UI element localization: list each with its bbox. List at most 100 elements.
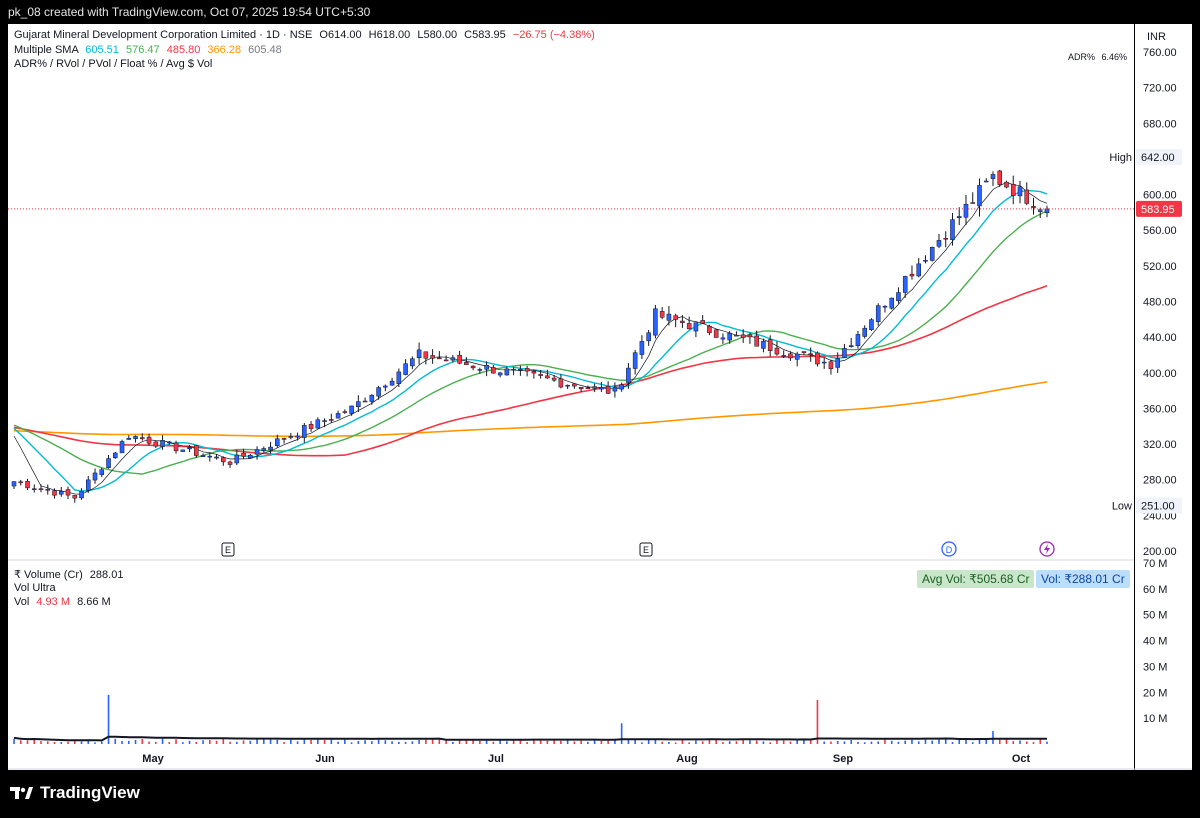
- volume-bar: [175, 739, 177, 744]
- candle-body: [869, 319, 874, 330]
- symbol-legend: Gujarat Mineral Development Corporation …: [14, 29, 595, 41]
- sma-5-line: [13, 182, 1048, 495]
- volume-bar: [938, 738, 940, 744]
- volume-bar: [168, 742, 171, 744]
- volume-bar: [317, 738, 319, 744]
- volume-bar: [357, 741, 360, 744]
- month-label: Jul: [488, 753, 504, 765]
- volume-bar: [931, 740, 934, 744]
- volume-bar: [681, 739, 684, 744]
- candle-body: [909, 273, 915, 277]
- price-tick-label: 440.00: [1143, 332, 1177, 344]
- sma-value: 366.28: [207, 44, 242, 56]
- vol-legend[interactable]: Vol 4.93 M 8.66 M: [14, 596, 111, 608]
- candle-body: [335, 413, 341, 419]
- candle-body: [1037, 209, 1043, 212]
- candle-body: [1004, 181, 1009, 188]
- candle-body: [153, 441, 159, 447]
- candle-body: [477, 369, 483, 371]
- candle-body: [389, 380, 395, 386]
- candle-body: [470, 365, 476, 369]
- candle-body: [538, 374, 543, 376]
- volume-bar: [431, 739, 434, 744]
- volume-legend[interactable]: ₹ Volume (Cr) 288.01: [14, 568, 123, 581]
- price-tick-label: 600.00: [1143, 190, 1177, 202]
- volume-bar: [789, 741, 792, 744]
- volume-bar: [26, 740, 29, 744]
- ohlc-change: −26.75 (−4.38%): [512, 29, 595, 41]
- volume-bar: [13, 738, 15, 744]
- low-price-value: 251.00: [1141, 501, 1175, 513]
- candle-body: [376, 387, 381, 397]
- adr-value: 6.46%: [1101, 52, 1128, 62]
- candle-body: [923, 260, 928, 262]
- candle-body: [160, 440, 165, 447]
- volume-bar: [127, 740, 130, 744]
- candle-body: [167, 441, 172, 444]
- candle-body: [693, 322, 699, 332]
- volume-bar: [80, 741, 83, 744]
- candle-body: [882, 305, 888, 308]
- candle-body: [605, 386, 611, 394]
- volume-bar: [749, 740, 751, 744]
- volume-bar: [627, 739, 630, 744]
- volume-bar: [580, 740, 582, 744]
- volume-bar: [229, 741, 231, 744]
- candle-body: [747, 334, 753, 338]
- candle-body: [929, 246, 935, 261]
- volume-bar: [141, 739, 144, 744]
- currency-label[interactable]: INR: [1147, 31, 1166, 43]
- volume-bar: [310, 739, 312, 744]
- volume-bar: [121, 741, 123, 744]
- volume-bar: [904, 740, 907, 744]
- candle-body: [11, 481, 17, 487]
- vol-ultra-legend[interactable]: Vol Ultra: [14, 582, 56, 594]
- volume-bar: [249, 740, 252, 744]
- volume-bar: [60, 741, 63, 744]
- chart-frame: [8, 24, 1134, 770]
- candle-body: [261, 448, 267, 451]
- candle-body: [565, 384, 570, 387]
- volume-bar: [600, 740, 603, 744]
- volume-bar: [479, 740, 481, 744]
- brand-name: TradingView: [40, 783, 140, 802]
- volume-bar: [384, 740, 387, 744]
- price-tick-label: 280.00: [1143, 475, 1177, 487]
- candle-body: [396, 371, 402, 384]
- volume-tick-label: 50 M: [1143, 610, 1167, 622]
- candle-body: [200, 455, 206, 457]
- price-tick-label: 680.00: [1143, 118, 1177, 130]
- volume-bar: [53, 741, 56, 744]
- volume-bar: [641, 742, 643, 744]
- volume-bar: [816, 700, 819, 744]
- volume-bar: [458, 739, 461, 744]
- sma-legend[interactable]: Multiple SMA 605.51 576.47 485.80 366.28…: [14, 44, 282, 56]
- candle-body: [707, 325, 712, 334]
- volume-bar: [762, 741, 765, 744]
- tradingview-logo[interactable]: TradingView: [10, 783, 140, 803]
- candle-body: [1044, 208, 1050, 214]
- volume-bar: [154, 741, 157, 744]
- sma-200-line: [13, 381, 1048, 438]
- candle-body: [612, 387, 618, 392]
- candle-body: [362, 400, 368, 403]
- volume-bar: [803, 739, 805, 744]
- volume-bar: [195, 742, 198, 744]
- volume-bar: [695, 740, 697, 744]
- candle-body: [713, 329, 719, 338]
- volume-bar: [107, 694, 110, 744]
- volume-bar: [944, 738, 947, 744]
- candle-body: [680, 320, 685, 324]
- volume-bar: [330, 738, 333, 744]
- volume-bar: [884, 738, 886, 744]
- indicator-legend[interactable]: ADR% / RVol / PVol / Float % / Avg $ Vol: [14, 58, 212, 70]
- candle-body: [727, 332, 732, 341]
- candle-body: [275, 438, 280, 447]
- candle-body: [146, 436, 152, 444]
- candle-body: [126, 437, 132, 440]
- candle-body: [855, 334, 861, 346]
- vol-badge: Vol: ₹288.01 Cr: [1036, 570, 1130, 588]
- candle-body: [896, 292, 901, 301]
- candle-body: [828, 361, 834, 370]
